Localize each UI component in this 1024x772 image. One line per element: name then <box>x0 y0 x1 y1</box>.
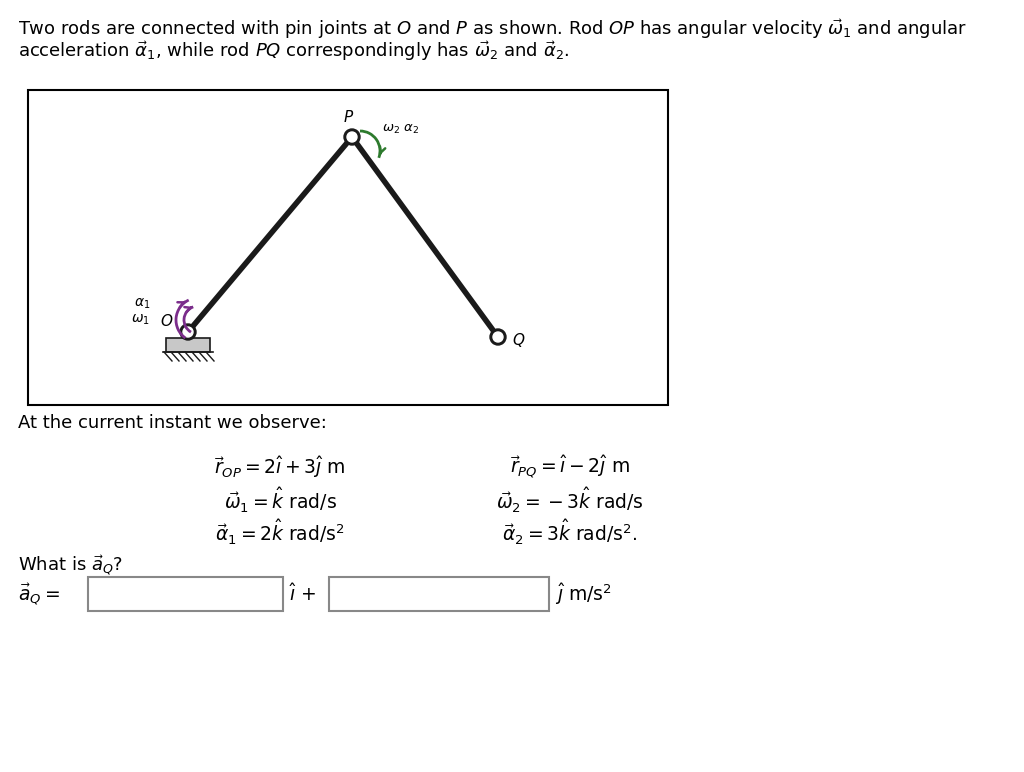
Circle shape <box>493 332 503 342</box>
Text: $\hat{\imath}$ +: $\hat{\imath}$ + <box>289 583 316 605</box>
Text: $O$: $O$ <box>160 313 173 329</box>
Bar <box>329 577 549 611</box>
Circle shape <box>344 129 360 145</box>
Text: $\omega_1$: $\omega_1$ <box>131 313 150 327</box>
Text: $\vec{a}_Q =$: $\vec{a}_Q =$ <box>18 581 60 607</box>
Text: $\vec{\omega}_1 = \hat{k}$ rad/s: $\vec{\omega}_1 = \hat{k}$ rad/s <box>223 486 337 515</box>
Text: At the current instant we observe:: At the current instant we observe: <box>18 414 327 432</box>
Text: $\vec{r}_{PQ} = \hat{\imath} - 2\hat{\jmath}$ m: $\vec{r}_{PQ} = \hat{\imath} - 2\hat{\jm… <box>510 454 630 480</box>
Text: $Q$: $Q$ <box>512 331 525 349</box>
Text: $\vec{\omega}_2 = -3\hat{k}$ rad/s: $\vec{\omega}_2 = -3\hat{k}$ rad/s <box>496 486 644 515</box>
Text: $P$: $P$ <box>343 109 354 125</box>
Bar <box>166 338 210 352</box>
Text: acceleration $\vec{\alpha}_1$, while rod $\mathit{PQ}$ correspondingly has $\vec: acceleration $\vec{\alpha}_1$, while rod… <box>18 39 569 63</box>
Bar <box>88 577 283 611</box>
Text: $\vec{\alpha}_1 = 2\hat{k}$ rad/s$^2$: $\vec{\alpha}_1 = 2\hat{k}$ rad/s$^2$ <box>215 518 345 547</box>
Text: $\vec{\alpha}_2 = 3\hat{k}$ rad/s$^2$.: $\vec{\alpha}_2 = 3\hat{k}$ rad/s$^2$. <box>503 518 638 547</box>
Circle shape <box>183 327 193 337</box>
Circle shape <box>180 324 196 340</box>
Circle shape <box>347 132 357 142</box>
Circle shape <box>490 329 506 345</box>
Text: $\alpha_1$: $\alpha_1$ <box>133 296 150 311</box>
Text: Two rods are connected with pin joints at $\mathit{O}$ and $\mathit{P}$ as shown: Two rods are connected with pin joints a… <box>18 17 968 41</box>
Text: $\hat{\jmath}$ m/s$^2$: $\hat{\jmath}$ m/s$^2$ <box>555 581 612 607</box>
Text: $\omega_2\ \alpha_2$: $\omega_2\ \alpha_2$ <box>382 123 419 136</box>
Text: What is $\vec{a}_Q$?: What is $\vec{a}_Q$? <box>18 554 123 578</box>
Bar <box>28 90 668 405</box>
Text: $\vec{r}_{OP} = 2\hat{\imath} + 3\hat{\jmath}$ m: $\vec{r}_{OP} = 2\hat{\imath} + 3\hat{\j… <box>214 454 346 480</box>
